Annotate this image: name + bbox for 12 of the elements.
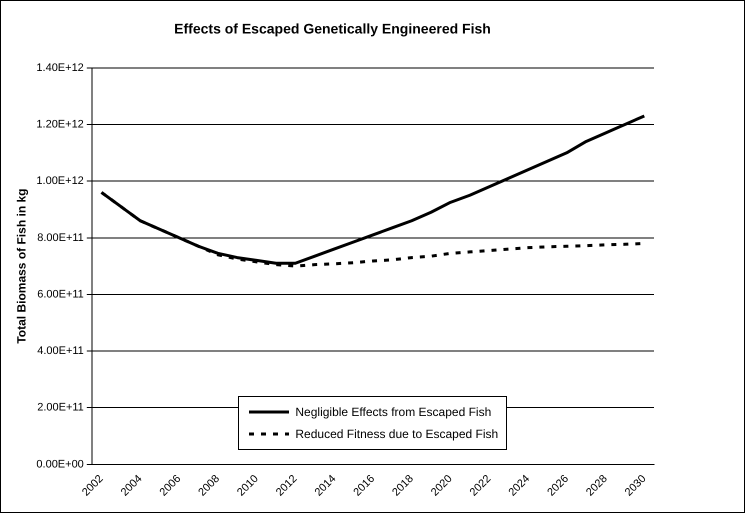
legend-label: Reduced Fitness due to Escaped Fish bbox=[295, 427, 498, 442]
y-axis-title: Total Biomass of Fish in kg bbox=[14, 188, 29, 344]
y-tick-label: 4.00E+11 bbox=[37, 345, 84, 358]
legend-label: Negligible Effects from Escaped Fish bbox=[295, 405, 492, 420]
y-tick-label: 2.00E+11 bbox=[37, 402, 84, 414]
y-tick-label: 1.40E+12 bbox=[36, 62, 84, 74]
y-tick-label: 1.20E+12 bbox=[36, 118, 84, 130]
y-tick-label: 1.00E+12 bbox=[36, 175, 84, 188]
chart-title: Effects of Escaped Genetically Engineered Fish bbox=[174, 20, 491, 36]
y-tick-label: 8.00E+11 bbox=[37, 232, 84, 244]
y-tick-label: 0.00E+00 bbox=[36, 458, 84, 470]
y-tick-label: 6.00E+11 bbox=[37, 288, 84, 300]
